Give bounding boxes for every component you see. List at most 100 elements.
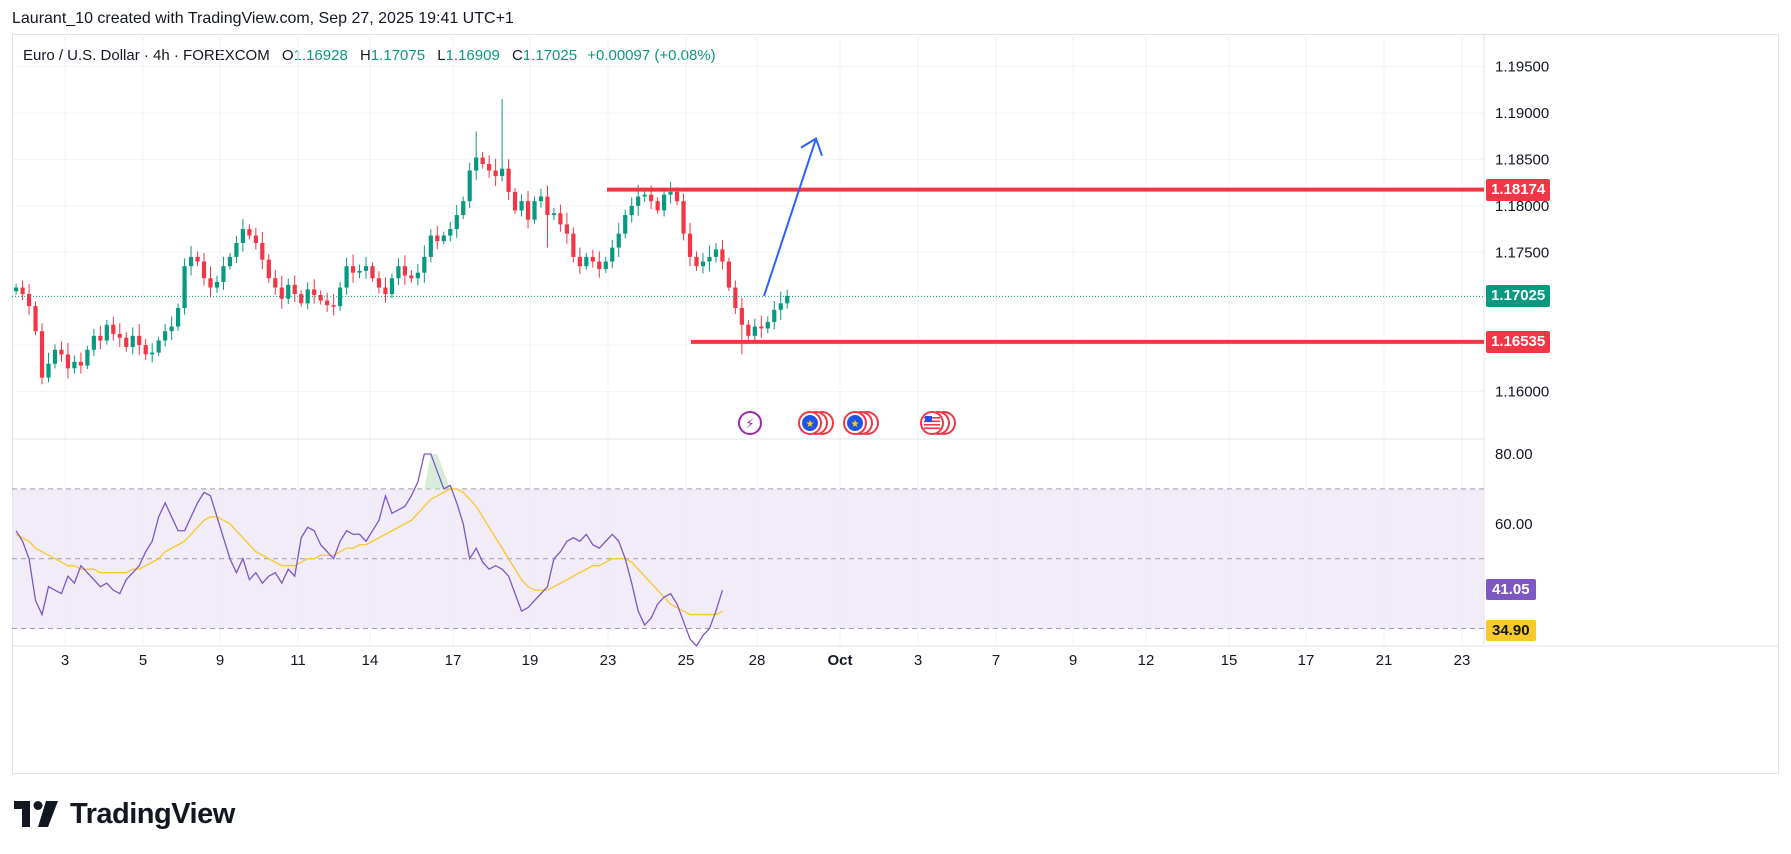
candle-down (383, 287, 388, 295)
candle-up (616, 233, 621, 248)
price-tick-label: 1.19000 (1495, 105, 1549, 122)
close-label: C (511, 47, 523, 64)
candle-up (603, 261, 608, 269)
price-tick-label: 1.18000 (1495, 198, 1549, 215)
candle-up (72, 361, 77, 369)
candle-up (772, 309, 777, 322)
candle-up (91, 335, 96, 350)
symbol-legend[interactable]: Euro / U.S. Dollar · 4h · FOREXCOM O1.16… (23, 47, 716, 64)
tradingview-logo[interactable]: TradingView (14, 796, 235, 832)
candle-down (597, 261, 602, 269)
candle-down (247, 229, 252, 236)
candle-down (512, 191, 518, 211)
flag-stripe (924, 427, 940, 430)
candle-up (441, 235, 446, 242)
candle-up (662, 194, 667, 211)
time-tick-label: 9 (1069, 652, 1077, 669)
candle-up (214, 281, 220, 288)
time-tick-label: 9 (216, 652, 224, 669)
candle-down (487, 164, 492, 171)
candle-up (234, 242, 239, 257)
candle-up (240, 229, 245, 243)
candle-up (454, 215, 459, 230)
candle-up (538, 196, 544, 202)
candle-down (370, 266, 375, 279)
eu-flag-icon: ★ (843, 411, 879, 435)
price-tick-label: 1.16000 (1495, 384, 1549, 401)
candle-down (279, 287, 284, 299)
candle-up (156, 340, 161, 353)
candle-up (584, 256, 589, 267)
candle-down (292, 284, 297, 295)
time-tick-label: Oct (827, 652, 852, 669)
price-tick-label: 1.19500 (1495, 59, 1549, 76)
us-flag-icon (920, 411, 956, 435)
time-tick-label: 21 (1376, 652, 1393, 669)
candle-up (363, 266, 369, 271)
candle-down (318, 294, 323, 301)
flag-stripe (924, 424, 940, 426)
projection-arrow-line (763, 138, 817, 297)
candle-up (163, 331, 168, 341)
candle-down (649, 194, 654, 202)
candle-up (422, 256, 427, 273)
candle-down (720, 249, 725, 262)
candle-down (350, 266, 356, 273)
time-tick-label: 11 (290, 652, 306, 669)
time-tick-label: 15 (1221, 652, 1238, 669)
symbol-name[interactable]: Euro / U.S. Dollar · 4h · FOREXCOM (23, 47, 270, 64)
candle-up (182, 266, 187, 308)
candle-down (331, 305, 336, 307)
candle-down (506, 168, 511, 192)
candle-up (610, 247, 615, 262)
candle-down (694, 256, 699, 267)
rsi-ma-line (15, 488, 723, 616)
current-price-tag: 1.17025 (1486, 285, 1551, 308)
candle-up (14, 287, 19, 292)
candle-up (700, 261, 706, 267)
candle-up (623, 215, 628, 234)
time-tick-label: 3 (914, 652, 922, 669)
tradingview-mark-icon (14, 801, 58, 827)
candle-up (461, 201, 466, 216)
candle-down (98, 335, 103, 341)
support-price-tag[interactable]: 1.16535 (1486, 330, 1551, 353)
chart-frame (12, 34, 1779, 774)
candle-up (227, 256, 233, 267)
time-tick-label: 17 (445, 652, 462, 669)
time-tick-label: 23 (1454, 652, 1471, 669)
rsi-tick-label: 80.00 (1495, 446, 1533, 463)
flag-canton (925, 416, 932, 422)
candle-up (415, 272, 420, 279)
candle-up (778, 303, 783, 310)
candle-down (117, 333, 122, 338)
candle-down (273, 278, 278, 288)
candle-up (188, 256, 194, 267)
price-tick-label: 1.18500 (1495, 151, 1549, 168)
candle-down (39, 331, 45, 378)
candle-up (286, 284, 291, 299)
candle-down (655, 201, 660, 211)
resistance-price-tag[interactable]: 1.18174 (1486, 178, 1551, 201)
candle-up (221, 266, 226, 282)
lightning-icon: ⚡ (738, 411, 762, 435)
close-value: 1.17025 (522, 47, 578, 64)
candle-down (20, 287, 25, 295)
candle-up (52, 349, 58, 364)
candle-down (571, 233, 576, 257)
rsi-line (15, 453, 724, 648)
candle-down (376, 278, 382, 288)
time-tick-label: 3 (61, 652, 69, 669)
candle-up (707, 256, 712, 262)
candle-down (590, 256, 595, 262)
tradingview-logo-text: TradingView (70, 797, 235, 830)
time-tick-label: 23 (600, 652, 617, 669)
candle-up (448, 229, 453, 236)
candle-down (312, 289, 317, 295)
candle-up (357, 270, 362, 273)
rsi-tick-label: 60.00 (1495, 516, 1533, 533)
candle-down (564, 224, 569, 234)
candle-down (195, 256, 200, 262)
candle-down (726, 261, 731, 288)
